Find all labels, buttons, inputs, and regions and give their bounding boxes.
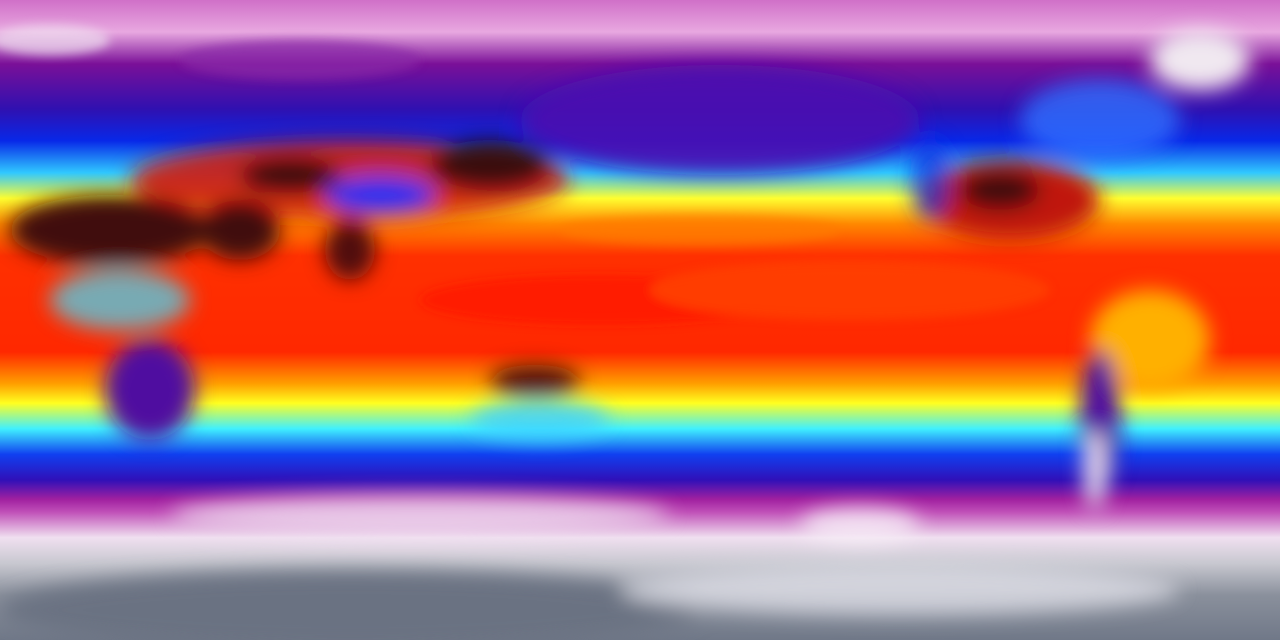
rockies-cold	[910, 140, 950, 220]
central-asia-hot	[240, 157, 340, 193]
southern-ocean-swirl-east	[800, 507, 920, 543]
greenland	[1150, 30, 1250, 90]
regional-anomalies	[0, 30, 1250, 640]
north-america-hot	[960, 170, 1040, 210]
antarctic-plateau	[0, 570, 700, 640]
southern-africa	[105, 340, 195, 440]
antarctic-ice-east	[620, 565, 1180, 615]
central-pacific-warm	[650, 260, 1050, 320]
tibet	[325, 177, 435, 213]
southern-ocean-swirl	[170, 495, 670, 535]
north-pacific-cold	[520, 65, 920, 175]
central-africa	[50, 270, 190, 330]
north-pacific-subtropic	[560, 215, 840, 245]
sahara	[10, 195, 210, 265]
arctic-ice	[0, 25, 110, 55]
south-australia-cool	[470, 400, 610, 440]
arabia	[200, 200, 280, 260]
east-asia-hot	[430, 140, 550, 190]
fine-structure	[0, 25, 1050, 325]
north-atlantic-cold	[1020, 80, 1180, 160]
australia-hot	[490, 365, 580, 395]
siberia-cold	[180, 40, 420, 80]
south-america	[1090, 290, 1210, 390]
india	[325, 220, 375, 280]
patagonia-ice	[1083, 430, 1107, 510]
